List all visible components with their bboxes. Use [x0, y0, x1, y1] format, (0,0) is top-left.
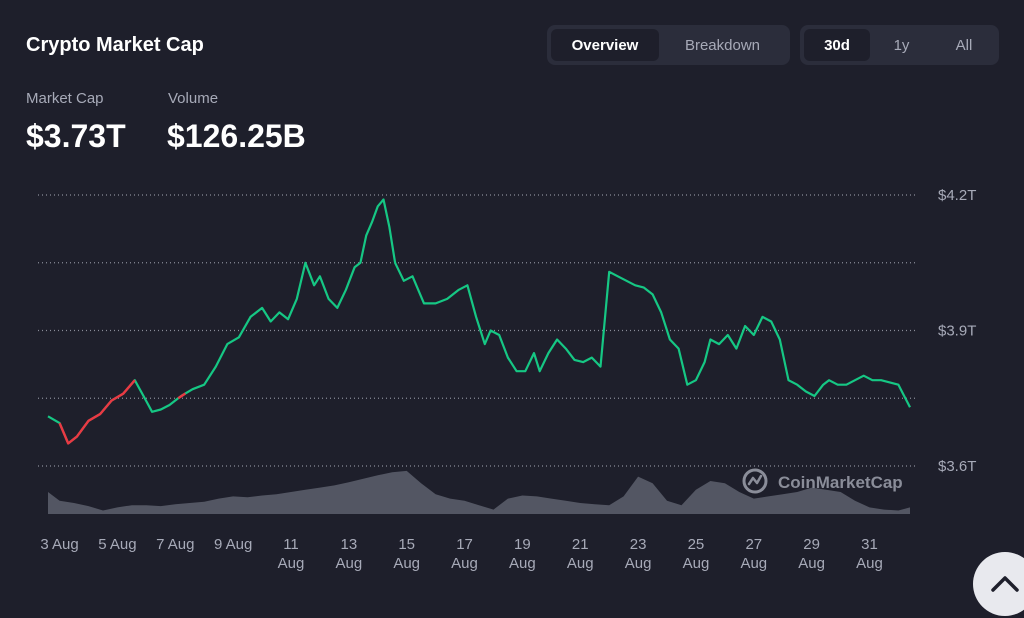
market-cap-value: $3.73T	[26, 118, 126, 154]
watermark: CoinMarketCap	[742, 468, 903, 494]
range-toggle: 30d 1y All	[800, 25, 999, 65]
page-title: Crypto Market Cap	[26, 34, 204, 56]
tab-overview[interactable]: Overview	[551, 29, 659, 61]
volume-label: Volume	[168, 90, 219, 107]
y-tick-label: $3.6T	[938, 458, 976, 475]
x-tick-label: 21 Aug	[567, 536, 594, 572]
volume-area	[48, 470, 910, 514]
x-tick-label: 9 Aug	[214, 536, 252, 553]
x-tick-label: 29 Aug	[798, 536, 825, 572]
down-segment-line	[58, 379, 136, 445]
range-30d-button[interactable]: 30d	[804, 29, 870, 61]
x-tick-label: 17 Aug	[451, 536, 478, 572]
x-tick-label: 13 Aug	[335, 536, 362, 572]
volume-value: $126.25B	[167, 118, 306, 154]
x-tick-label: 3 Aug	[40, 536, 78, 553]
chevron-up-icon	[991, 576, 1019, 592]
x-tick-label: 27 Aug	[740, 536, 767, 572]
x-tick-label: 7 Aug	[156, 536, 194, 553]
x-tick-label: 23 Aug	[625, 536, 652, 572]
tab-breakdown[interactable]: Breakdown	[684, 36, 761, 54]
view-toggle: Overview Breakdown	[547, 25, 790, 65]
market-cap-series-line	[47, 198, 911, 445]
x-tick-label: 15 Aug	[393, 536, 420, 572]
x-tick-label: 31 Aug	[856, 536, 883, 572]
coinmarketcap-logo-icon	[742, 468, 768, 494]
range-1y-button[interactable]: 1y	[893, 36, 910, 54]
y-axis: $4.2T $3.9T $3.6T	[938, 187, 976, 475]
x-tick-label: 25 Aug	[683, 536, 710, 572]
x-tick-label: 5 Aug	[98, 536, 136, 553]
x-tick-label: 11 Aug	[278, 536, 305, 572]
range-all-button[interactable]: All	[955, 36, 973, 54]
market-cap-line	[47, 198, 911, 445]
x-tick-label: 19 Aug	[509, 536, 536, 572]
down-segment-line-2	[177, 392, 187, 400]
x-axis: 3 Aug 5 Aug 7 Aug 9 Aug 11 Aug 13 Aug 15 Aug 17 Aug…	[40, 536, 882, 572]
watermark-text: CoinMarketCap	[778, 473, 903, 492]
volume-fill	[48, 470, 910, 514]
y-tick-label: $3.9T	[938, 323, 976, 340]
y-tick-label: $4.2T	[938, 187, 976, 204]
market-cap-label: Market Cap	[26, 90, 104, 107]
gridlines	[38, 194, 918, 467]
scroll-to-top-button[interactable]	[973, 552, 1024, 616]
